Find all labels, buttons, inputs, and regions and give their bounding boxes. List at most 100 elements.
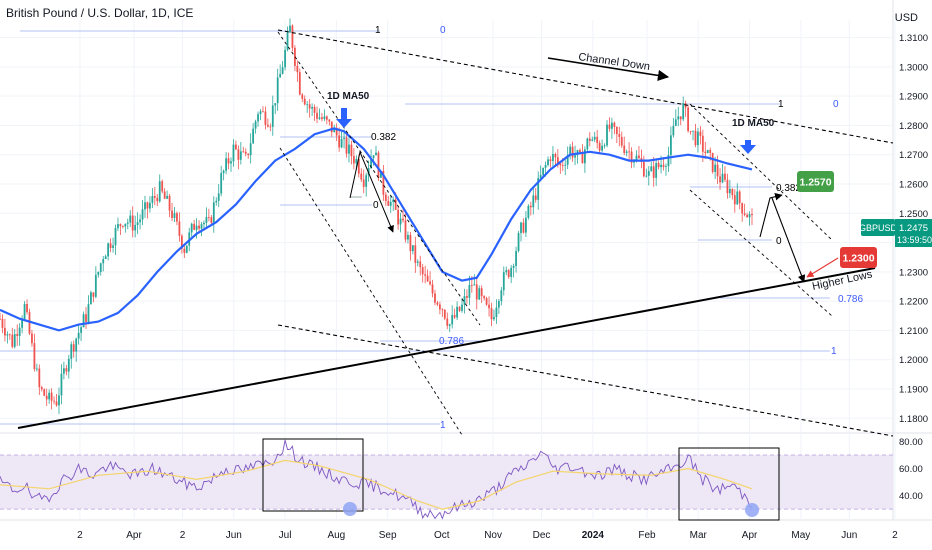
candle-body <box>731 189 734 196</box>
candle-body <box>156 197 159 202</box>
candle-body <box>463 296 466 305</box>
down-channel-b-top <box>689 103 833 241</box>
candle-body <box>266 124 269 127</box>
rsi-tick-label: 60.00 <box>899 464 923 475</box>
candle-body <box>564 164 567 166</box>
candle-body <box>660 164 662 168</box>
candle-body <box>480 288 483 297</box>
candle-body <box>542 167 545 176</box>
price-axis: 1.3100 1.3000 1.2900 1.2800 1.2700 1.2600 1.25… <box>899 33 928 502</box>
candle-body <box>227 158 230 164</box>
candle-body <box>303 98 306 105</box>
price-tick-label: 1.2500 <box>899 209 928 220</box>
candle-body <box>21 319 24 328</box>
annotation-text: Channel Down <box>578 51 651 73</box>
candle-body <box>262 111 264 113</box>
time-tick-label: Jul <box>279 530 292 541</box>
candle-body <box>195 225 198 230</box>
candle-body <box>85 314 87 322</box>
candle-body <box>431 284 434 294</box>
candle-body <box>598 142 601 151</box>
candle-body <box>517 233 520 251</box>
ma-pointer-arrow-shaft <box>341 108 347 120</box>
candle-body <box>153 195 156 198</box>
candle-body <box>719 176 721 183</box>
candle-body <box>365 175 368 187</box>
price-tick-label: 1.2800 <box>899 121 928 132</box>
candle-body <box>166 195 169 199</box>
rsi-highlight-box <box>262 438 364 512</box>
rsi-highlight-box <box>678 447 780 521</box>
candle-body <box>318 117 321 119</box>
candle-body <box>168 195 171 211</box>
candle-body <box>70 344 73 359</box>
candle-body <box>748 214 751 218</box>
rsi-tick-label: 80.00 <box>899 437 923 448</box>
candle-body <box>436 302 439 305</box>
candle-body <box>507 270 510 278</box>
projection-down-arrow <box>771 197 806 283</box>
candlesticks <box>0 18 753 415</box>
channel-top-line <box>277 29 894 144</box>
fib-level-label: 1 <box>778 99 784 110</box>
candle-body <box>48 392 51 400</box>
candle-body <box>579 150 581 153</box>
candle-body <box>583 149 586 164</box>
candle-body <box>65 368 68 372</box>
candle-body <box>591 139 594 141</box>
candle-body <box>490 308 493 320</box>
candle-body <box>645 175 648 177</box>
rsi-pane <box>0 438 893 521</box>
candle-body <box>321 117 323 120</box>
candle-body <box>82 314 85 328</box>
symbol-tag-bg <box>861 219 895 236</box>
candle-body <box>62 368 65 374</box>
fib-level-label: 1 <box>440 420 446 431</box>
candle-body <box>271 105 274 127</box>
candle-body <box>743 213 746 215</box>
candle-body <box>276 77 279 104</box>
candle-body <box>724 173 726 180</box>
candle-body <box>99 263 102 272</box>
candle-body <box>109 243 112 248</box>
symbol-tag-text: GBPUSD <box>859 223 898 233</box>
fib-level-label: 0 <box>373 200 379 211</box>
candle-body <box>438 304 441 310</box>
candle-body <box>399 218 402 225</box>
candle-body <box>183 248 186 253</box>
channel-down-arrow <box>547 57 670 81</box>
candle-body <box>360 173 363 180</box>
candle-body <box>677 116 680 120</box>
time-tick-label: Jun <box>841 530 857 541</box>
candle-body <box>515 250 517 266</box>
candle-body <box>478 288 481 300</box>
candle-body <box>539 175 542 178</box>
candle-body <box>704 151 707 154</box>
candle-body <box>257 114 259 122</box>
candle-body <box>279 73 282 78</box>
candle-body <box>284 49 286 68</box>
time-tick-label: Jun <box>226 530 242 541</box>
time-axis[interactable]: 2 Apr 2 Jun Jul Aug Sep Oct Nov Dec 2024 Feb Mar Apr M… <box>77 530 898 541</box>
candle-body <box>185 245 188 253</box>
candle-body <box>470 285 473 286</box>
candle-body <box>350 144 353 157</box>
time-tick-label: 2 <box>892 530 898 541</box>
candle-body <box>163 191 166 199</box>
projection-path-a <box>349 150 394 233</box>
candle-body <box>377 152 380 178</box>
candle-body <box>751 214 753 216</box>
candle-body <box>650 166 653 172</box>
candle-body <box>220 173 223 194</box>
candle-body <box>146 202 149 209</box>
candle-body <box>239 151 242 160</box>
time-tick-label: 2 <box>180 530 186 541</box>
candle-body <box>394 199 397 210</box>
candle-body <box>232 144 235 162</box>
candle-body <box>126 222 129 224</box>
candle-body <box>581 152 584 164</box>
candle-body <box>414 245 417 263</box>
candle-body <box>458 306 461 311</box>
